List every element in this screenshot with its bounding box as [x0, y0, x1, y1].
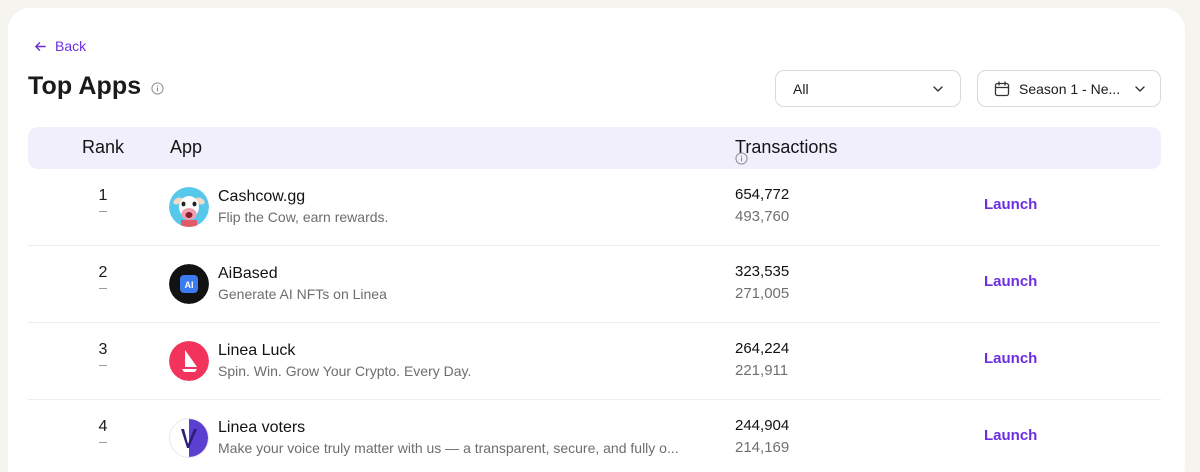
column-header-rank: Rank [82, 137, 125, 157]
table-row: 2 AI AiBased Generate AI NFTs on Linea 3… [28, 246, 1161, 323]
table-row: 3 Linea Luck Spin. Win. Grow Your Crypto… [28, 323, 1161, 400]
calendar-icon [994, 80, 1010, 96]
transactions-secondary-value: 214,169 [735, 439, 790, 456]
launch-button[interactable]: Launch [984, 196, 1038, 213]
table-row: 1 Cashcow.gg Flip the Cow, earn rewards.… [28, 169, 1161, 246]
rank-change-indicator [99, 442, 107, 443]
season-select-value: Season 1 - Ne... [1019, 80, 1121, 97]
app-description: Flip the Cow, earn rewards. [218, 209, 389, 225]
app-name: Linea Luck [218, 342, 296, 359]
transactions-value: 323,535 [735, 263, 790, 280]
back-label: Back [55, 38, 87, 54]
arrow-left-icon [35, 41, 46, 51]
app-description: Generate AI NFTs on Linea [218, 286, 387, 302]
linea-luck-icon [169, 341, 209, 381]
chevron-down-icon [933, 85, 943, 92]
table-row: 4 Linea voters Make your voice truly mat… [28, 400, 1161, 472]
column-header-app: App [170, 137, 203, 157]
table-header: Rank App Transactions [28, 127, 1161, 169]
linea-voters-icon [169, 418, 209, 458]
category-filter-value: All [793, 80, 809, 97]
launch-button[interactable]: Launch [984, 273, 1038, 290]
app-name: AiBased [218, 265, 278, 282]
app-name: Cashcow.gg [218, 188, 306, 205]
rank-change-indicator [99, 288, 107, 289]
aibased-icon: AI [169, 264, 209, 304]
transactions-secondary-value: 493,760 [735, 208, 790, 225]
page-header: Top Apps [28, 72, 164, 101]
info-icon[interactable] [151, 82, 164, 95]
app-name: Linea voters [218, 419, 306, 436]
app-description: Make your voice truly matter with us — a… [218, 440, 679, 456]
app-description: Spin. Win. Grow Your Crypto. Every Day. [218, 363, 472, 379]
back-link[interactable]: Back [34, 38, 86, 54]
rank-number: 3 [98, 341, 108, 358]
page-title: Top Apps [28, 72, 142, 100]
top-apps-card: Back Top Apps All Season 1 - Ne... Rank … [8, 8, 1185, 472]
launch-button[interactable]: Launch [984, 350, 1038, 367]
rank-number: 4 [98, 418, 108, 435]
transactions-value: 244,904 [735, 417, 790, 434]
chevron-down-icon [1135, 85, 1145, 92]
launch-button[interactable]: Launch [984, 427, 1038, 444]
rank-change-indicator [99, 211, 107, 212]
season-select[interactable]: Season 1 - Ne... [977, 70, 1161, 107]
column-header-transactions-label: Transactions [735, 137, 838, 157]
rank-change-indicator [99, 365, 107, 366]
info-icon[interactable] [735, 149, 748, 165]
category-filter-select[interactable]: All [775, 70, 961, 107]
svg-text:AI: AI [185, 280, 194, 290]
transactions-value: 654,772 [735, 186, 790, 203]
column-header-transactions: Transactions [735, 137, 838, 165]
transactions-value: 264,224 [735, 340, 790, 357]
cashcow-icon [169, 187, 209, 227]
rank-number: 1 [98, 187, 108, 204]
transactions-secondary-value: 271,005 [735, 285, 790, 302]
rank-number: 2 [98, 264, 108, 281]
transactions-secondary-value: 221,911 [735, 362, 789, 379]
